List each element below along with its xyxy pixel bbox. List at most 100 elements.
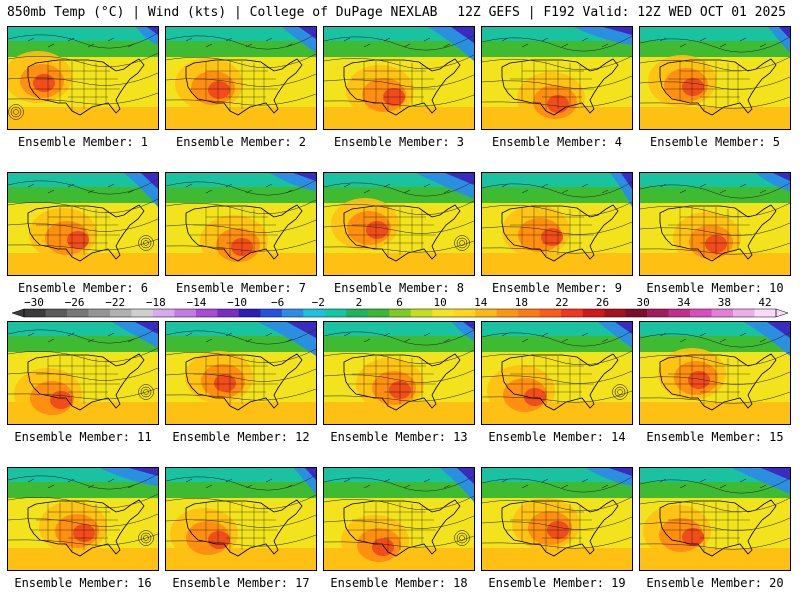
colorbar-swatch [668,309,691,317]
cool-band [640,27,790,41]
cool-band [640,173,790,187]
wind-barb [185,478,193,483]
wind-barb [27,37,35,42]
colorbar-swatch [195,309,218,317]
member-label: Ensemble Member: 19 [488,576,626,590]
wind-barb [285,338,293,343]
colorbar-tick-label: −6 [271,296,285,309]
height-contour [324,495,474,511]
wind-barb [107,478,115,483]
colorbar-border [23,308,777,318]
height-contour [166,73,316,87]
wind-barb [601,189,609,194]
ensemble-member-map [639,467,791,571]
wind-barb [719,189,727,194]
height-contour [482,350,632,366]
wind-barb [363,338,371,343]
wind-barb [383,332,391,337]
southern-warm-band [640,107,790,129]
cool-band [166,27,316,41]
ensemble-member-map [7,467,159,571]
ensemble-member-map [639,172,791,276]
wind-barb [47,43,55,48]
height-contour [640,497,790,513]
temperature-map [324,468,474,570]
wind-barb [403,189,411,194]
heat-region [208,531,230,549]
colorbar-max-arrow [775,308,789,318]
wind-barb [521,43,529,48]
very-cold-region [603,27,632,35]
member-label: Ensemble Member: 2 [175,135,307,149]
very-cold-region [451,27,474,43]
height-contour [640,182,790,199]
pressure-ring [140,532,152,544]
cold-region [416,173,474,199]
ensemble-member-map [323,26,475,130]
wind-barb [127,338,135,343]
cold-region [124,173,158,207]
southern-warm-band [324,402,474,424]
colorbar-tick-label: −2 [311,296,325,309]
wind-barb [343,332,351,337]
wind-barb [225,37,233,42]
colorbar-tick-label: −14 [186,296,207,309]
wind-barb [47,189,55,194]
height-contour [324,74,474,88]
cold-region [452,322,474,340]
temperature-map [482,27,632,129]
wind-barb [501,332,509,337]
temperature-map [8,173,158,275]
cool-band [166,468,316,482]
cold-region [768,27,790,53]
member-label: Ensemble Member: 11 [14,430,152,444]
wind-barb [581,478,589,483]
member-label: Ensemble Member: 3 [333,135,465,149]
very-cold-region [287,322,316,338]
height-contour [8,178,158,195]
temperature-map [8,468,158,570]
height-contour [640,36,790,53]
temperature-colorbar [11,308,789,318]
wind-barb [225,332,233,337]
colorbar-swatch [367,309,390,317]
cool-band [482,322,632,336]
colorbar-swatch [582,309,605,317]
ensemble-member-map [165,467,317,571]
colorbar-swatch [647,309,669,317]
colorbar-tick-label: 38 [717,296,731,309]
wind-barb [67,37,75,42]
heat-region [214,374,236,392]
wind-barb [185,332,193,337]
temperature-map [640,173,790,275]
member-label: Ensemble Member: 9 [491,281,623,295]
us-outline [343,58,461,116]
cold-region [732,468,790,494]
heat-region [366,221,388,239]
colorbar-swatch [303,309,326,317]
wind-barb [87,189,95,194]
wind-barb [699,37,707,42]
wind-barb [659,332,667,337]
colorbar-tick-label: −26 [64,296,85,309]
wind-barb [383,37,391,42]
cold-region [756,173,790,191]
colorbar-min-arrow [11,308,25,318]
wind-barb [521,338,529,343]
southern-warm-band [640,402,790,424]
very-cold-region [621,173,632,189]
ensemble-member-map [481,467,633,571]
temperature-map [166,27,316,129]
height-contour [324,200,474,216]
ensemble-member-map [165,26,317,130]
cold-region [744,322,790,356]
temperature-map [640,322,790,424]
height-contour [166,388,316,401]
height-contour [482,330,632,347]
map-title: 850mb Temp (°C) | Wind (kts) | College o… [7,5,438,20]
wind-barb [185,37,193,42]
height-contour [324,54,474,70]
member-label: Ensemble Member: 20 [646,576,784,590]
wind-barb [87,338,95,343]
colorbar-swatch [561,309,583,317]
